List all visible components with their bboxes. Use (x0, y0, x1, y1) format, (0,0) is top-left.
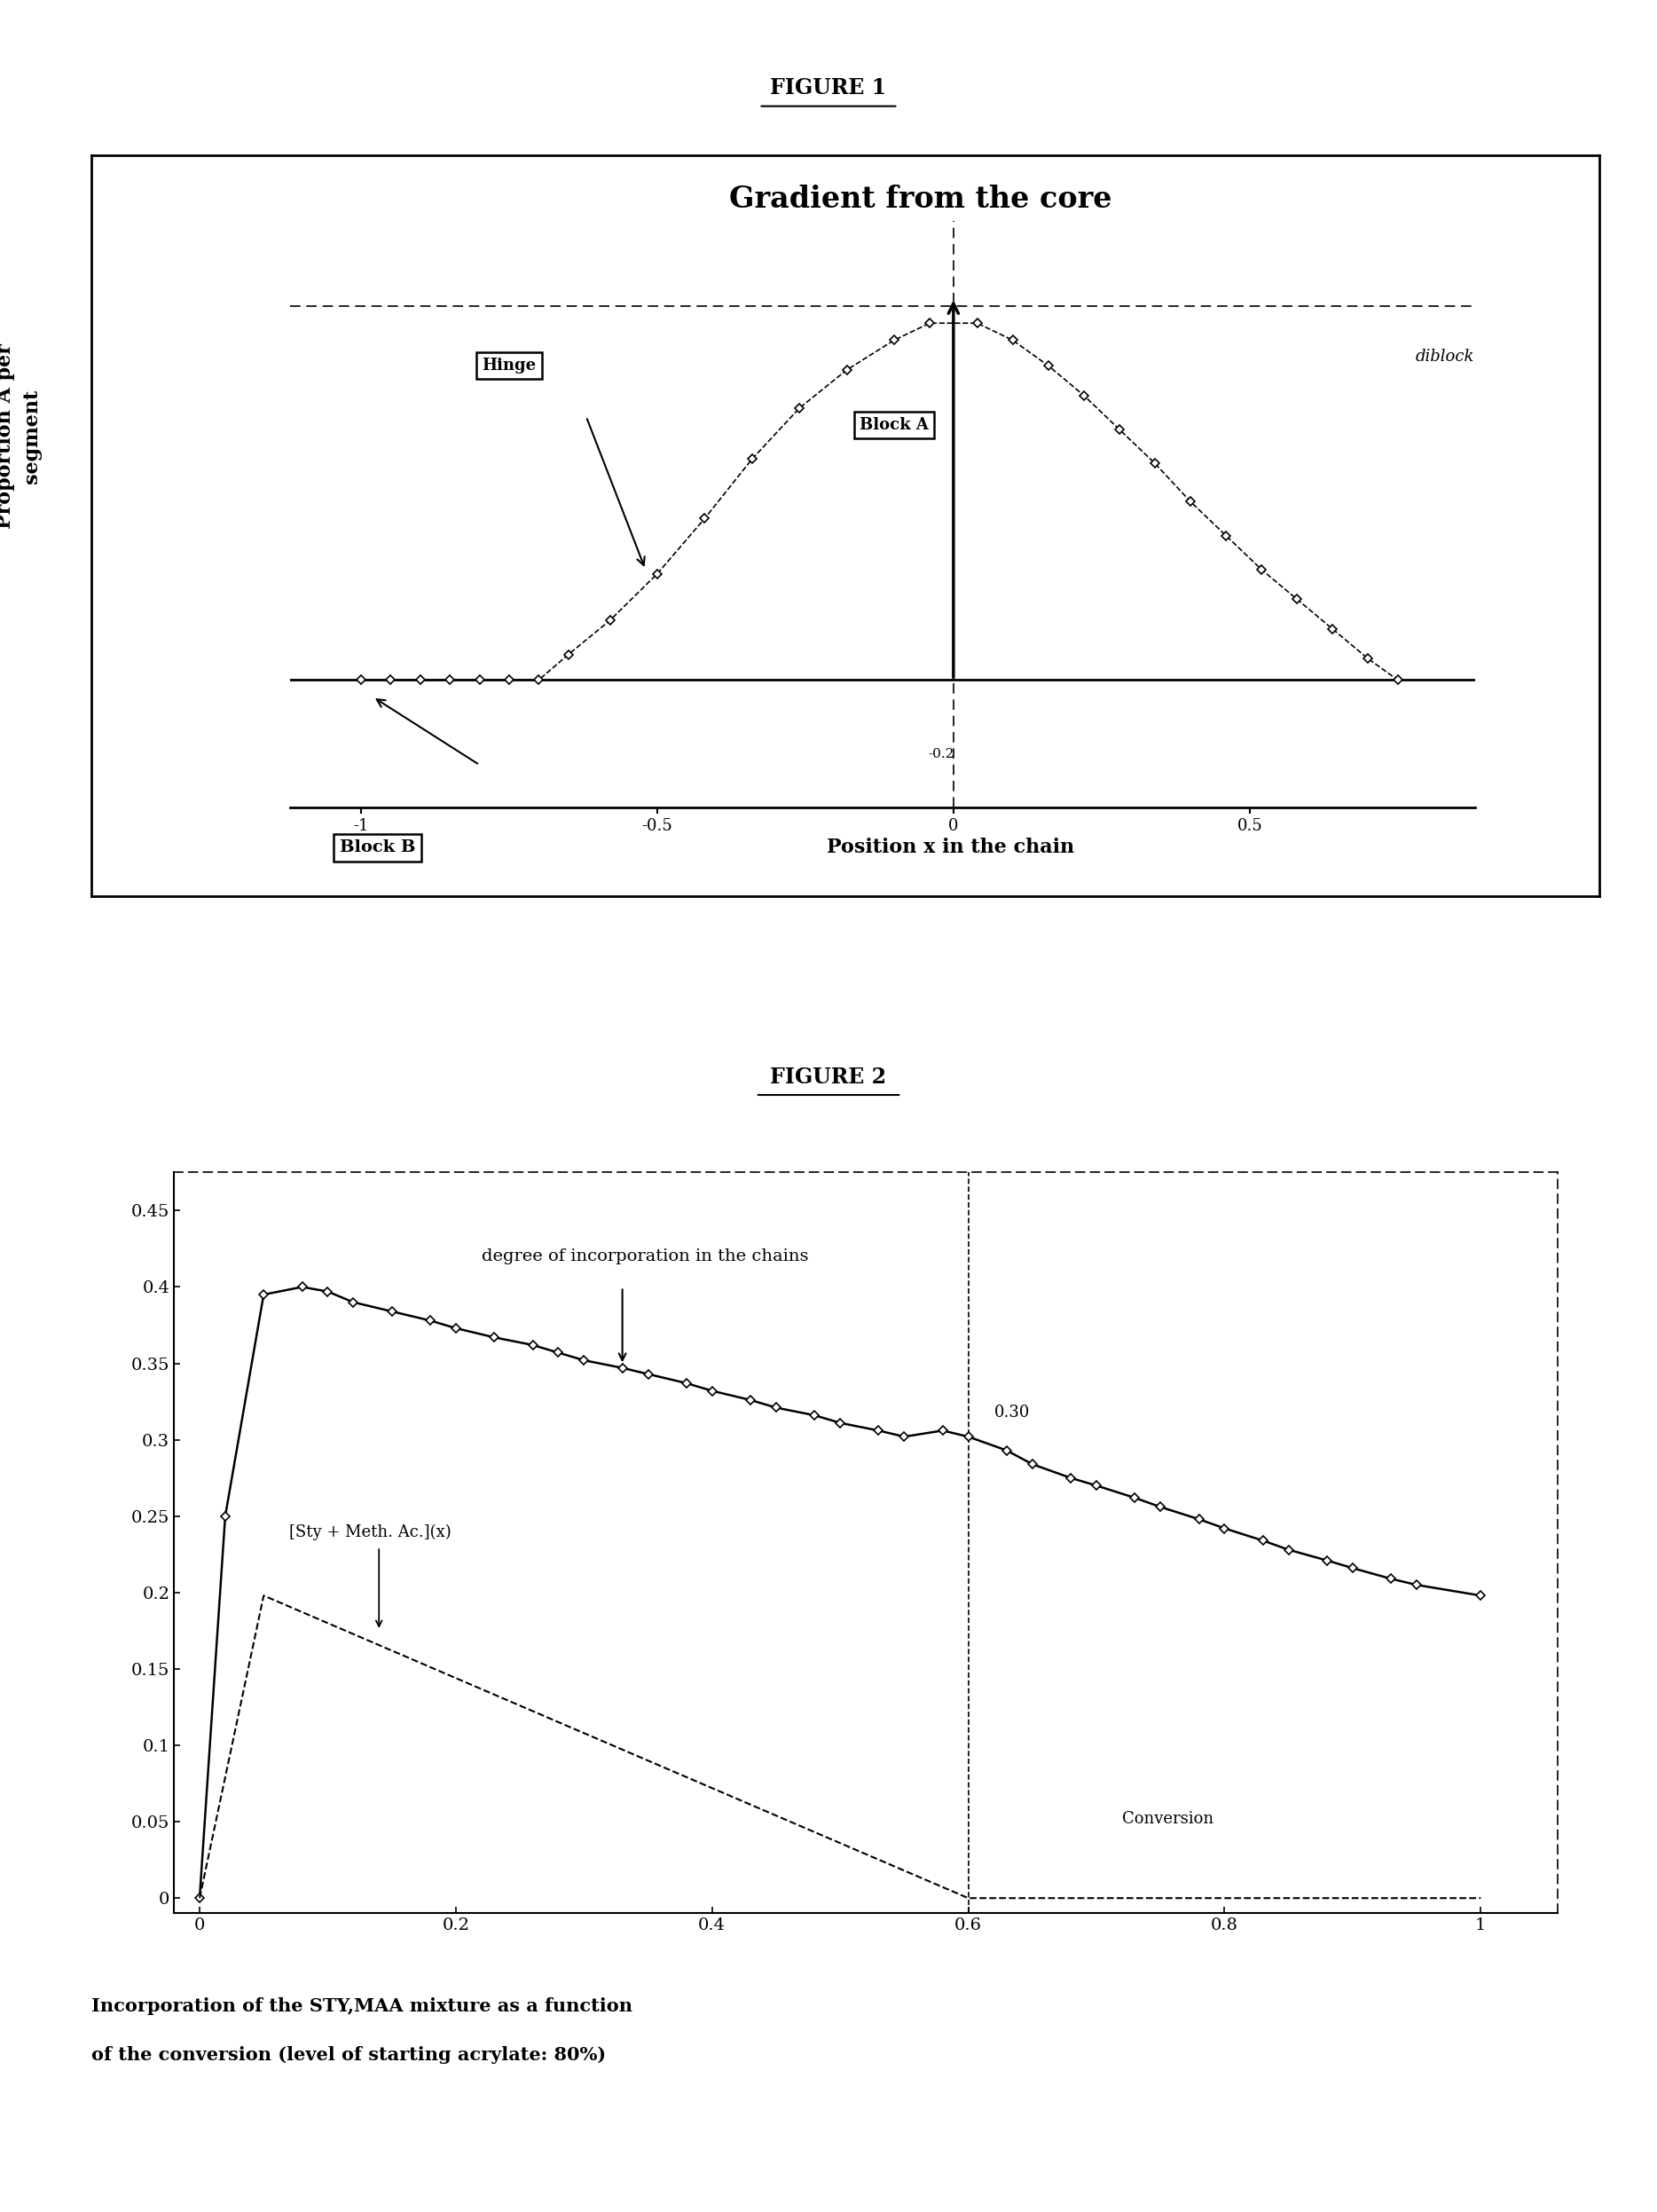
Text: Hinge: Hinge (482, 358, 537, 374)
Text: Conversion: Conversion (1122, 1812, 1213, 1827)
Text: Gradient from the core: Gradient from the core (729, 184, 1112, 215)
Text: diblock: diblock (1415, 349, 1475, 365)
Text: Proportion A per
segment: Proportion A per segment (0, 343, 41, 529)
Text: of the conversion (level of starting acrylate: 80%): of the conversion (level of starting acr… (91, 2046, 606, 2064)
Text: -0.2: -0.2 (928, 748, 954, 761)
Text: Block B: Block B (340, 841, 416, 856)
Text: degree of incorporation in the chains: degree of incorporation in the chains (482, 1248, 809, 1263)
Text: 0.30: 0.30 (994, 1405, 1029, 1420)
Text: Position x in the chain: Position x in the chain (827, 838, 1074, 858)
Text: Incorporation of the STY,MAA mixture as a function: Incorporation of the STY,MAA mixture as … (91, 1997, 633, 2015)
Text: FIGURE 2: FIGURE 2 (771, 1066, 886, 1088)
Text: [Sty + Meth. Ac.](x): [Sty + Meth. Ac.](x) (290, 1524, 451, 1540)
Text: Block A: Block A (860, 418, 928, 434)
Text: FIGURE 1: FIGURE 1 (771, 77, 886, 100)
